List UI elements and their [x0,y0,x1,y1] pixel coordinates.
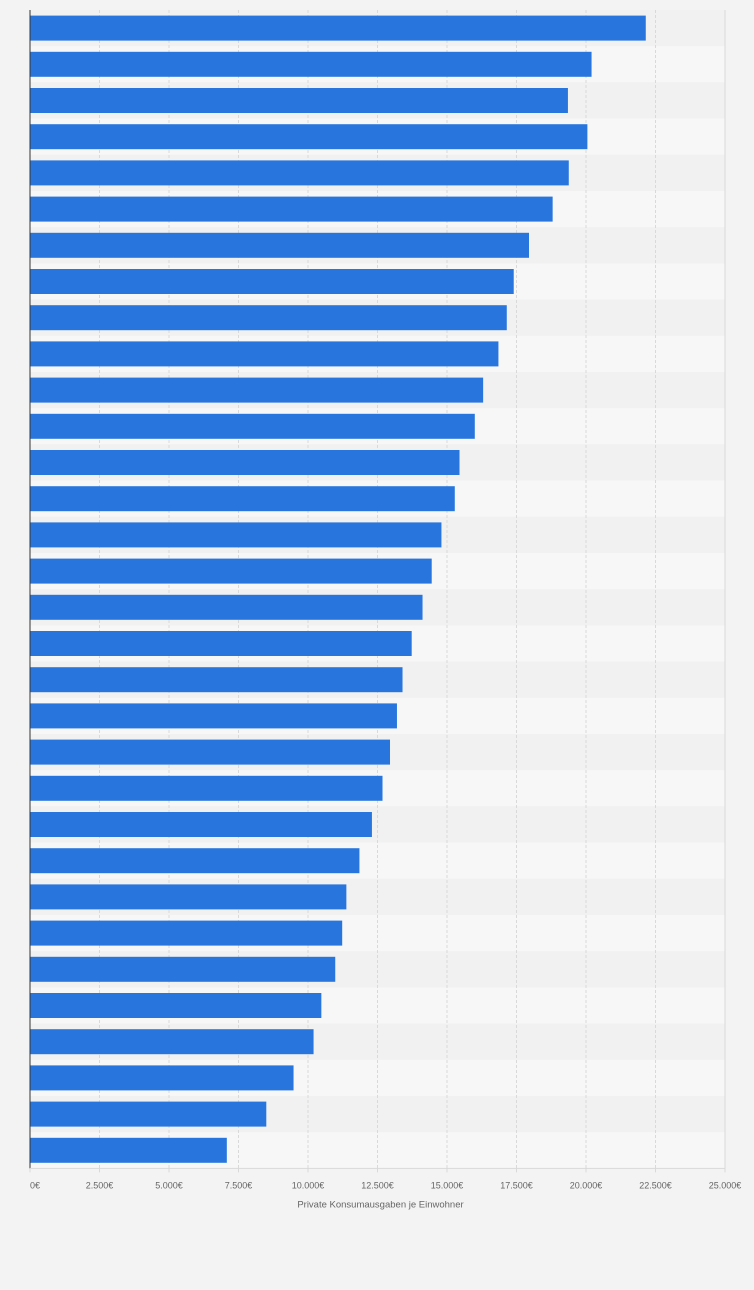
x-axis-label: Private Konsumausgaben je Einwohner [297,1199,463,1210]
bar[interactable] [30,124,588,150]
bar[interactable] [30,739,391,765]
bar[interactable] [30,1137,227,1163]
bar[interactable] [30,848,360,874]
bar[interactable] [30,196,553,222]
x-tick-label: 25.000€ [709,1180,742,1190]
bar[interactable] [30,956,336,982]
bar[interactable] [30,450,460,475]
bar[interactable] [30,812,372,837]
x-tick-label: 7.500€ [225,1180,253,1190]
bars [30,15,646,1163]
bar[interactable] [30,631,412,656]
x-tick-label: 12.500€ [361,1180,394,1190]
bar[interactable] [30,920,343,946]
x-tick-label: 5.000€ [155,1180,183,1190]
bar[interactable] [30,51,592,77]
bar[interactable] [30,15,646,41]
bar[interactable] [30,269,514,294]
x-tick-label: 0€ [30,1180,40,1190]
bar[interactable] [30,1029,314,1055]
bar[interactable] [30,232,530,258]
bar[interactable] [30,775,383,801]
bar[interactable] [30,667,403,693]
x-tick-label: 17.500€ [500,1180,533,1190]
bar[interactable] [30,341,499,367]
bar[interactable] [30,884,347,910]
bar[interactable] [30,88,568,113]
bar[interactable] [30,558,432,584]
bar[interactable] [30,1101,267,1127]
x-tick-label: 20.000€ [570,1180,603,1190]
bar[interactable] [30,522,442,548]
bar[interactable] [30,486,455,512]
bar[interactable] [30,305,507,331]
x-tick-label: 15.000€ [431,1180,464,1190]
bar[interactable] [30,377,484,403]
x-tick-label: 10.000€ [292,1180,325,1190]
bar[interactable] [30,594,423,620]
bar[interactable] [30,160,569,186]
bar[interactable] [30,993,322,1018]
x-tick-label: 2.500€ [86,1180,114,1190]
bar[interactable] [30,1065,294,1091]
bar[interactable] [30,703,397,729]
bar[interactable] [30,413,475,439]
x-tick-label: 22.500€ [639,1180,672,1190]
x-tick-labels: 0€ 2.500€ 5.000€ 7.500€ 10.000€ 12.500€ 15.000… [29,1168,742,1190]
